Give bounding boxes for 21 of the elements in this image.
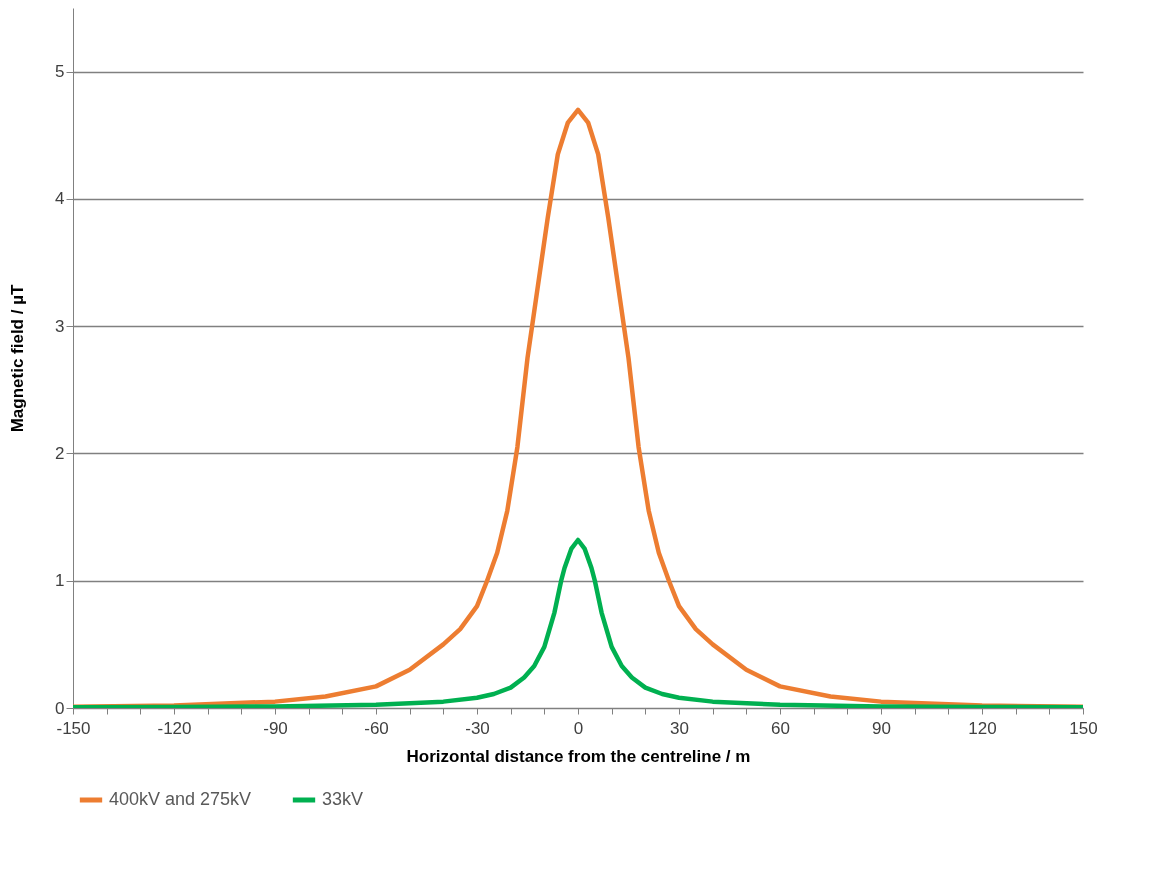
x-tick-label: 90 — [872, 718, 891, 738]
x-tick-label: -120 — [157, 718, 192, 738]
y-tick-label: 5 — [55, 62, 65, 82]
x-tick-label: 0 — [573, 718, 584, 738]
legend-label: 400kV and 275kV — [109, 789, 252, 809]
y-tick-label: 0 — [55, 698, 65, 718]
y-tick-label: 2 — [55, 443, 65, 463]
y-tick-label: 1 — [55, 571, 65, 591]
x-tick-label: 30 — [670, 718, 689, 738]
x-tick-label: -30 — [465, 718, 490, 738]
x-tick-label: 120 — [968, 718, 997, 738]
x-axis-title: Horizontal distance from the centreline / m — [406, 746, 751, 766]
y-axis-title: Magnetic field / µT — [8, 284, 28, 433]
x-tick-label: 150 — [1069, 718, 1098, 738]
y-tick-label: 3 — [55, 316, 65, 336]
x-tick-label: -150 — [56, 718, 91, 738]
legend-label: 33kV — [322, 789, 364, 809]
x-tick-label: -90 — [263, 718, 288, 738]
x-tick-label: -60 — [364, 718, 389, 738]
y-tick-label: 4 — [55, 189, 65, 209]
x-tick-label: 60 — [771, 718, 790, 738]
